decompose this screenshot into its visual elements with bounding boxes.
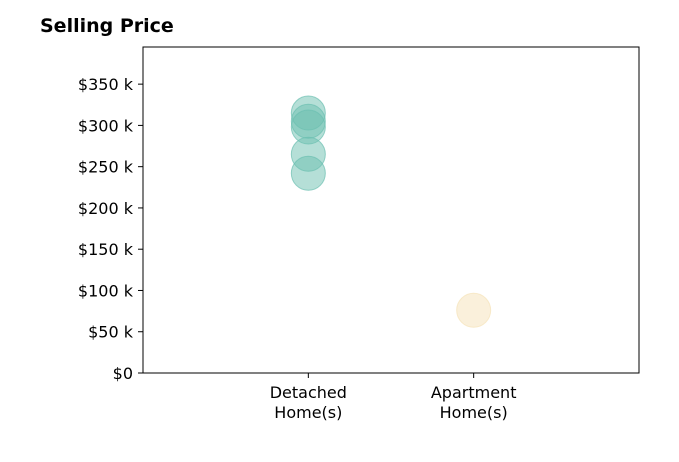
y-tick-label: $100 k [78,281,134,300]
plot-frame [142,46,640,374]
chart-title: Selling Price [40,15,174,37]
x-tick-label-line1: Detached [270,383,347,402]
x-tick-label-line1: Apartment [431,383,517,402]
points-layer [290,95,492,328]
y-tick-label: $300 k [78,116,134,135]
y-tick-label: $150 k [78,240,134,259]
x-tick-label-line2: Home(s) [440,403,508,422]
y-tick-label: $350 k [78,75,134,94]
data-point [290,155,326,191]
y-tick-label: $50 k [88,323,134,342]
y-tick-label: $0 [113,364,133,383]
x-tick-label-line2: Home(s) [274,403,342,422]
y-tick-label: $200 k [78,199,134,218]
data-point [456,292,492,328]
y-axis: $0 $50 k $100 k $150 k $200 k $250 k $300 k $35… [78,75,143,383]
y-tick-label: $250 k [78,158,134,177]
